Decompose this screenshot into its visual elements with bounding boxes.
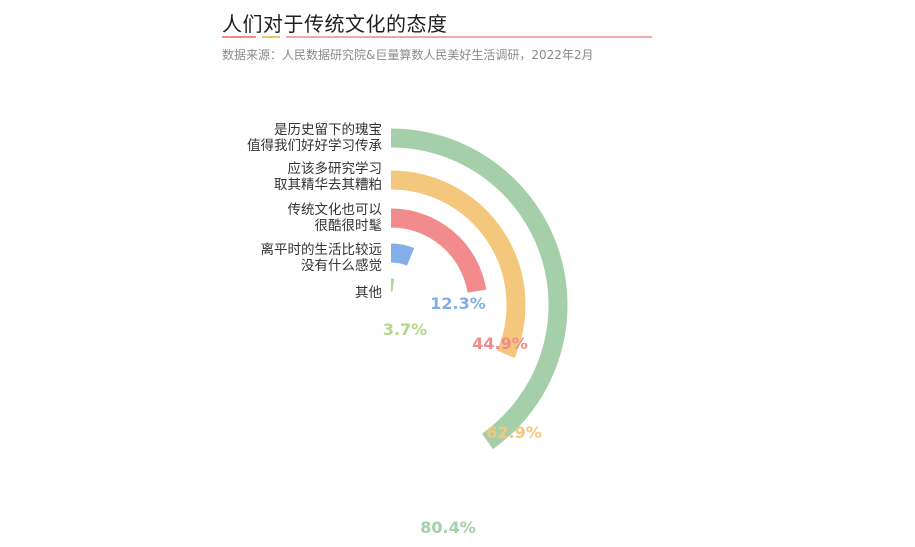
bar-arc-4 <box>390 243 415 266</box>
value-label-2: 62.9% <box>486 423 542 442</box>
title-underline-segment <box>262 36 280 38</box>
category-label-1: 是历史留下的瑰宝值得我们好好学习传承 <box>247 122 382 154</box>
bar-arc-2 <box>390 170 526 359</box>
category-label-5: 其他 <box>355 285 382 301</box>
value-label-3: 44.9% <box>472 334 528 353</box>
value-label-1: 80.4% <box>420 518 476 537</box>
category-label-2: 应该多研究学习取其精华去其糟粕 <box>274 160 382 193</box>
value-label-5: 3.7% <box>383 320 427 339</box>
category-label-3: 传统文化也可以很酷很时髦 <box>288 202 383 234</box>
category-label-4: 离平时的生活比较远没有什么感觉 <box>261 241 383 274</box>
title-underline-segment <box>286 36 652 38</box>
chart-title: 人们对于传统文化的态度 <box>222 12 448 36</box>
chart-source: 数据来源：人民数据研究院&巨量算数人民美好生活调研，2022年2月 <box>222 48 594 62</box>
bar-arc-3 <box>390 208 487 293</box>
value-label-4: 12.3% <box>430 294 486 313</box>
title-underline-segment <box>222 36 256 38</box>
bar-arc-1 <box>390 128 568 450</box>
